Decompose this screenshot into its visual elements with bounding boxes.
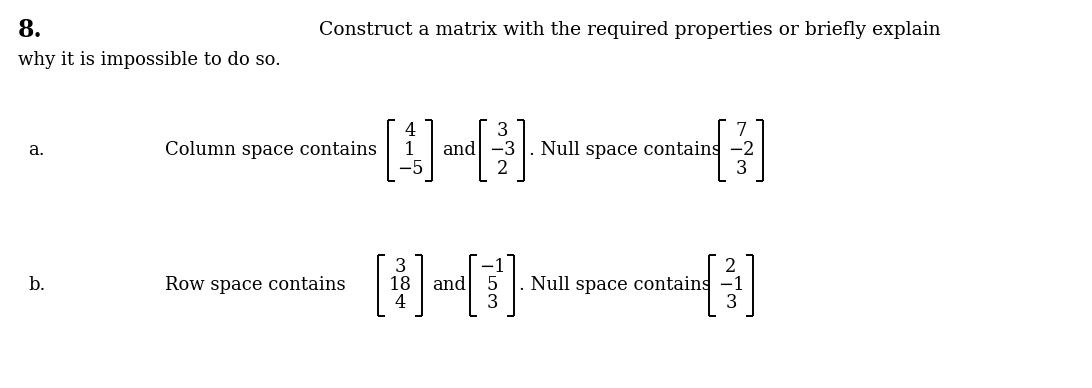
Text: why it is impossible to do so.: why it is impossible to do so. <box>17 51 281 69</box>
Text: 5: 5 <box>486 276 498 294</box>
Text: −1: −1 <box>478 258 506 275</box>
Text: 3: 3 <box>725 294 737 312</box>
Text: . Null space contains: . Null space contains <box>519 276 711 294</box>
Text: and: and <box>432 276 466 294</box>
Text: 3: 3 <box>486 294 498 312</box>
Text: 7: 7 <box>735 123 747 140</box>
Text: and: and <box>442 141 476 159</box>
Text: 4: 4 <box>404 123 416 140</box>
Text: 18: 18 <box>389 276 412 294</box>
Text: a.: a. <box>28 141 45 159</box>
Text: −3: −3 <box>489 141 515 159</box>
Text: −1: −1 <box>717 276 745 294</box>
Text: 3: 3 <box>394 258 406 275</box>
Text: 8.: 8. <box>17 18 43 42</box>
Text: Column space contains: Column space contains <box>165 141 377 159</box>
Text: 1: 1 <box>404 141 416 159</box>
Text: Construct a matrix with the required properties or briefly explain: Construct a matrix with the required pro… <box>319 21 941 39</box>
Text: 2: 2 <box>725 258 737 275</box>
Text: Row space contains: Row space contains <box>165 276 346 294</box>
Text: b.: b. <box>28 276 46 294</box>
Text: 4: 4 <box>394 294 406 312</box>
Text: . Null space contains: . Null space contains <box>529 141 721 159</box>
Text: 2: 2 <box>496 159 508 177</box>
Text: −2: −2 <box>727 141 755 159</box>
Text: −5: −5 <box>396 159 424 177</box>
Text: 3: 3 <box>735 159 747 177</box>
Text: 3: 3 <box>496 123 508 140</box>
